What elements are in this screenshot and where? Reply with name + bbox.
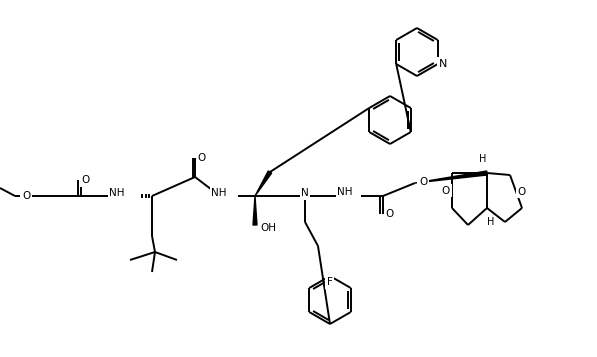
Text: N: N bbox=[301, 188, 309, 198]
Text: O: O bbox=[442, 186, 450, 196]
Polygon shape bbox=[253, 196, 257, 225]
Polygon shape bbox=[415, 171, 487, 183]
Text: O: O bbox=[81, 175, 89, 185]
Text: O: O bbox=[518, 186, 526, 196]
Text: H: H bbox=[487, 217, 495, 227]
Text: O: O bbox=[386, 209, 394, 219]
Text: NH: NH bbox=[337, 187, 353, 197]
Text: H: H bbox=[479, 154, 487, 164]
Text: OH: OH bbox=[260, 223, 276, 233]
Text: O: O bbox=[419, 177, 427, 187]
Text: F: F bbox=[327, 277, 333, 287]
Text: NH: NH bbox=[211, 188, 227, 198]
Polygon shape bbox=[255, 171, 272, 196]
Text: N: N bbox=[439, 59, 447, 69]
Text: O: O bbox=[22, 191, 30, 201]
Text: O: O bbox=[198, 153, 206, 163]
Text: NH: NH bbox=[109, 188, 125, 198]
